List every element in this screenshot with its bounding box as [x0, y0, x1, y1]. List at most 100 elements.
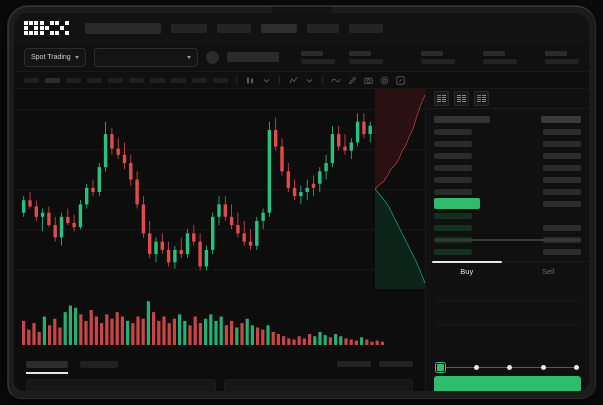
submit-order-button[interactable] [434, 376, 581, 391]
order-form-tabs: Buy Sell [426, 261, 589, 282]
nav-item-3[interactable] [261, 23, 297, 33]
tab-buy[interactable]: Buy [426, 261, 508, 282]
orderbook-ask-row[interactable] [434, 127, 581, 136]
current-price [226, 52, 279, 62]
last-price-value [434, 198, 480, 209]
bottom-tab-active[interactable] [26, 360, 68, 374]
slider-step-50[interactable] [507, 365, 512, 370]
slider-step-25[interactable] [473, 365, 479, 370]
timeframe-button[interactable] [108, 77, 123, 83]
slider-step-75[interactable] [540, 365, 546, 370]
orderbook-ask-row[interactable] [434, 139, 581, 148]
stat-label [301, 50, 323, 56]
bottom-action-1[interactable] [337, 361, 371, 367]
orderbook-header-row [434, 115, 581, 124]
orderbook-rows[interactable] [426, 109, 589, 261]
timeframe-button[interactable] [129, 77, 144, 83]
indicator-icon[interactable] [288, 76, 298, 85]
timeframe-button[interactable] [87, 77, 102, 83]
orderbook-bid-row[interactable] [434, 247, 581, 256]
timeframe-button[interactable] [24, 77, 39, 83]
orderbook-asks-icon[interactable] [474, 91, 489, 106]
icon-bars-left [477, 95, 481, 102]
trading-mode-selector[interactable]: Spot Trading [24, 47, 86, 67]
sub-header: Spot Trading [14, 43, 589, 72]
bottom-panel-1[interactable] [26, 379, 216, 391]
orderbook-ask-row[interactable] [434, 175, 581, 184]
icon-bars-right [462, 95, 466, 102]
chart-region [14, 89, 425, 391]
pencil-icon[interactable] [347, 76, 357, 85]
stat-value [545, 58, 579, 64]
market-stat [483, 50, 517, 64]
order-field-price[interactable] [434, 288, 581, 302]
ask-amount [543, 128, 581, 135]
price-chart[interactable] [14, 89, 425, 289]
order-field-total[interactable] [434, 336, 581, 349]
logo-glyph-k [39, 21, 54, 35]
bid-price [434, 224, 472, 231]
bottom-actions [337, 361, 413, 367]
main-body: Buy Sell [14, 89, 589, 391]
orderbook-ask-row[interactable] [434, 187, 581, 196]
orderbook-bid-row[interactable] [434, 223, 581, 232]
chevron-down-icon[interactable] [304, 76, 314, 85]
ask-price [434, 188, 472, 195]
bottom-panel-2[interactable] [223, 379, 413, 391]
orderbook-scrollbar[interactable] [434, 239, 581, 241]
slider-handle[interactable] [436, 363, 445, 372]
camera-icon[interactable] [363, 76, 373, 85]
nav-item-4[interactable] [307, 23, 339, 33]
volume-series [22, 301, 384, 345]
fullscreen-icon[interactable] [395, 75, 405, 85]
settings-icon[interactable] [379, 76, 389, 85]
toolbar-divider [322, 76, 323, 84]
stat-value [301, 58, 335, 64]
bottom-action-2[interactable] [379, 361, 413, 367]
orderbook-bids-icon[interactable] [454, 91, 469, 106]
timeframe-button[interactable] [150, 77, 165, 83]
chevron-down-icon [186, 55, 191, 59]
bottom-tab[interactable] [80, 360, 118, 368]
trendline-icon[interactable] [331, 76, 341, 85]
gridline [14, 189, 425, 190]
timeframe-button[interactable] [192, 77, 207, 83]
timeframe-button[interactable] [66, 77, 81, 83]
ask-amount [543, 152, 581, 159]
orderbook-bid-row[interactable] [434, 211, 581, 220]
nav-item-1[interactable] [171, 23, 207, 33]
nav-item-2[interactable] [217, 23, 251, 33]
ask-amount [543, 140, 581, 147]
orderbook-last-price-row [434, 198, 581, 209]
timeframe-button-active[interactable] [45, 77, 60, 83]
okx-logo-icon[interactable] [24, 21, 69, 35]
icon-bars-right [442, 95, 446, 102]
slider-track[interactable] [436, 363, 579, 372]
orderbook-ask-row[interactable] [434, 163, 581, 172]
ask-amount [543, 188, 581, 195]
orderbook-ask-row[interactable] [434, 151, 581, 160]
slider-step-100[interactable] [574, 365, 579, 370]
orderbook-both-icon[interactable] [434, 91, 449, 106]
amount-slider[interactable] [426, 359, 589, 372]
gridline [14, 269, 425, 270]
pair-avatar [205, 50, 219, 64]
timeframe-button[interactable] [171, 77, 186, 83]
order-form-fields [426, 282, 589, 349]
stat-value [349, 58, 383, 64]
chevron-down-icon[interactable] [261, 76, 271, 85]
bottom-tabs [14, 353, 425, 375]
order-field-amount[interactable] [434, 312, 581, 326]
nav-item-5[interactable] [349, 23, 383, 33]
gridline [14, 149, 425, 150]
bid-amount [543, 224, 581, 231]
ask-amount [543, 164, 581, 171]
pair-selector[interactable] [93, 47, 198, 67]
tab-sell[interactable]: Sell [541, 267, 555, 276]
chevron-down-icon [74, 55, 79, 59]
timeframe-button[interactable] [213, 77, 228, 83]
candlestick-icon[interactable] [245, 76, 255, 85]
orderbook-view-modes [426, 89, 589, 109]
volume-chart [14, 295, 425, 347]
search-input[interactable] [85, 22, 161, 34]
